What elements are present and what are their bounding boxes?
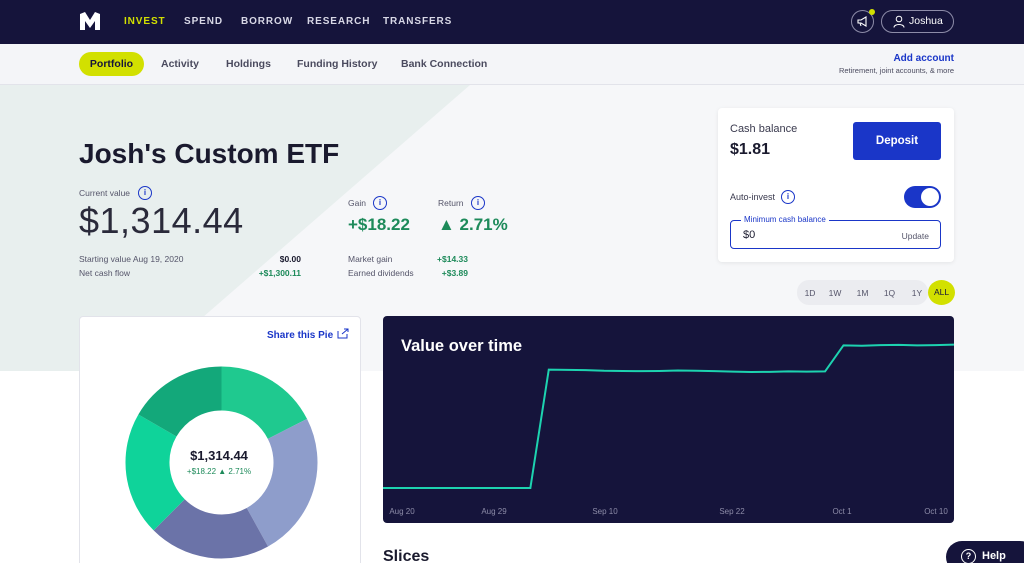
x-tick-label: Aug 20: [389, 507, 415, 516]
gain-value: +$18.22: [348, 215, 410, 234]
m1-logo[interactable]: [79, 11, 101, 31]
sub-nav: Portfolio Activity Holdings Funding Hist…: [0, 44, 1024, 85]
value-over-time-chart: Aug 20 Aug 29 Sep 10 Sep 22 Oct 1 Oct 10 Valu…: [383, 316, 954, 523]
range-1q[interactable]: 1Q: [883, 288, 896, 298]
range-1m[interactable]: 1M: [856, 288, 869, 298]
add-account-label: Add account: [893, 53, 954, 64]
cash-balance-value: $1.81: [730, 141, 771, 158]
tab-bank-connection[interactable]: Bank Connection: [401, 58, 488, 70]
question-icon: ?: [961, 549, 976, 563]
return-label: Return: [438, 198, 464, 208]
deposit-button[interactable]: Deposit: [853, 122, 941, 160]
slices-heading: Slices: [383, 548, 430, 563]
minimum-cash-balance-field[interactable]: Minimum cash balance $0 Update: [730, 215, 941, 249]
announcements-button[interactable]: [851, 10, 874, 33]
cash-balance-label: Cash balance: [730, 123, 798, 135]
return-info-icon[interactable]: i: [471, 196, 485, 210]
x-tick-label: Oct 10: [924, 507, 948, 516]
market-gain-label: Market gain: [348, 254, 393, 264]
nav-spend[interactable]: SPEND: [184, 16, 223, 27]
user-icon: [893, 15, 905, 28]
add-account-subtext: Retirement, joint accounts, & more: [838, 66, 954, 75]
x-tick-label: Aug 29: [481, 507, 507, 516]
share-icon[interactable]: [337, 328, 349, 339]
current-value: $1,314.44: [79, 200, 244, 241]
pie-center-change: +$18.22 ▲ 2.71%: [186, 467, 252, 476]
help-button[interactable]: ? Help: [946, 541, 1024, 563]
toggle-knob: [921, 188, 939, 206]
range-all[interactable]: ALL: [928, 280, 955, 305]
x-tick-label: Sep 10: [592, 507, 618, 516]
range-1d[interactable]: 1D: [804, 288, 816, 298]
pie-segment[interactable]: [245, 418, 318, 547]
pie-segment[interactable]: [220, 366, 308, 440]
pie-center-value: $1,314.44: [190, 448, 248, 463]
auto-invest-label: Auto-invest: [730, 192, 776, 202]
minimum-cash-balance-value[interactable]: $0: [743, 229, 756, 241]
return-value: ▲ 2.71%: [438, 215, 508, 234]
nav-borrow[interactable]: BORROW: [241, 16, 294, 27]
user-name: Joshua: [909, 15, 943, 27]
update-button[interactable]: Update: [901, 231, 929, 241]
minimum-cash-balance-label: Minimum cash balance: [741, 215, 829, 224]
pie-segment[interactable]: [153, 498, 269, 559]
net-cash-flow-value: +$1,300.11: [258, 268, 301, 278]
earned-dividends-value: +$3.89: [441, 268, 468, 278]
range-1w[interactable]: 1W: [828, 288, 842, 298]
x-tick-label: Sep 22: [719, 507, 745, 516]
gain-label: Gain: [348, 198, 366, 208]
market-gain-value: +$14.33: [437, 254, 468, 264]
pie-donut[interactable]: [125, 366, 318, 559]
earned-dividends-label: Earned dividends: [348, 268, 414, 278]
starting-value: $0.00: [279, 254, 301, 264]
range-selector: [797, 280, 928, 305]
x-tick-label: Oct 1: [832, 507, 852, 516]
series-line: [383, 343, 954, 489]
chart-canvas[interactable]: Aug 20 Aug 29 Sep 10 Sep 22 Oct 1 Oct 10: [383, 316, 954, 523]
auto-invest-info-icon[interactable]: i: [781, 190, 795, 204]
net-cash-flow-label: Net cash flow: [79, 268, 131, 278]
help-label: Help: [982, 550, 1006, 562]
top-nav: INVEST SPEND BORROW RESEARCH TRANSFERS J…: [0, 0, 1024, 44]
tab-portfolio[interactable]: Portfolio: [79, 52, 144, 76]
tab-funding-history[interactable]: Funding History: [297, 58, 378, 70]
nav-transfers[interactable]: TRANSFERS: [383, 16, 453, 27]
notification-dot: [869, 9, 875, 15]
cash-balance-card: Cash balance $1.81 Deposit Auto-invest i…: [718, 108, 954, 262]
gain-info-icon[interactable]: i: [373, 196, 387, 210]
starting-value-label: Starting value Aug 19, 2020: [79, 254, 184, 264]
auto-invest-toggle[interactable]: [904, 186, 941, 208]
tab-activity[interactable]: Activity: [161, 58, 199, 70]
range-1y[interactable]: 1Y: [911, 288, 923, 298]
nav-research[interactable]: RESEARCH: [307, 16, 371, 27]
portfolio-title: Josh's Custom ETF: [79, 138, 340, 169]
current-value-info-icon[interactable]: i: [138, 186, 152, 200]
pie-segment[interactable]: [138, 366, 223, 438]
chart-title: Value over time: [401, 337, 523, 355]
user-menu-button[interactable]: Joshua: [881, 10, 954, 33]
add-account-link[interactable]: Add account Retirement, joint accounts, …: [839, 53, 954, 75]
tab-holdings[interactable]: Holdings: [226, 58, 271, 70]
megaphone-icon: [857, 16, 867, 27]
share-pie-link[interactable]: Share this Pie: [267, 330, 334, 341]
current-value-label: Current value: [79, 188, 131, 198]
nav-invest[interactable]: INVEST: [124, 16, 166, 27]
pie-segment[interactable]: [125, 414, 186, 531]
